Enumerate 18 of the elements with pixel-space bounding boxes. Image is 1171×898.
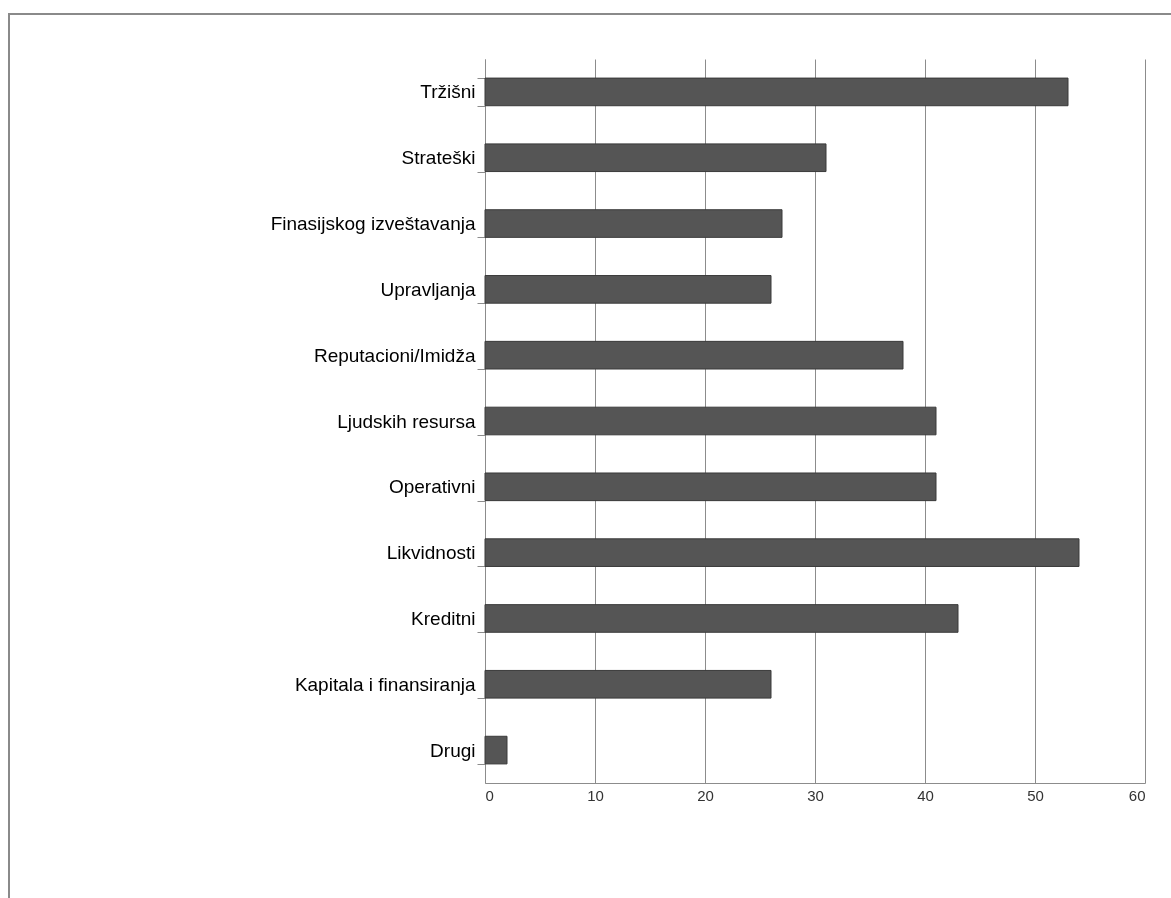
y-tick-label: Kreditni (411, 607, 476, 629)
x-tick-label: 40 (917, 786, 934, 804)
y-tick-label: Likvidnosti (386, 542, 476, 564)
y-tick-label: Drugi (430, 739, 476, 761)
x-tick-label: 0 (485, 786, 494, 804)
y-tick-label: Upravljanja (380, 278, 476, 300)
x-tick-label: 20 (697, 786, 714, 804)
x-tick-label: 10 (587, 786, 604, 804)
x-tick-label: 30 (807, 786, 824, 804)
x-tick-label: 50 (1027, 786, 1044, 804)
y-tick-label: Ljudskih resursa (337, 410, 476, 432)
y-tick-label: Reputacioni/Imidža (313, 344, 476, 366)
x-tick-label: 60 (1128, 786, 1146, 804)
y-tick-label: Finasijskog izveštavanja (270, 213, 476, 235)
y-tick-label: Operativni (388, 476, 476, 498)
y-tick-label: Strateški (401, 147, 476, 169)
y-tick-label: Kapitala i finansiranja (294, 673, 476, 695)
y-tick-label: Tržišni (420, 81, 476, 103)
